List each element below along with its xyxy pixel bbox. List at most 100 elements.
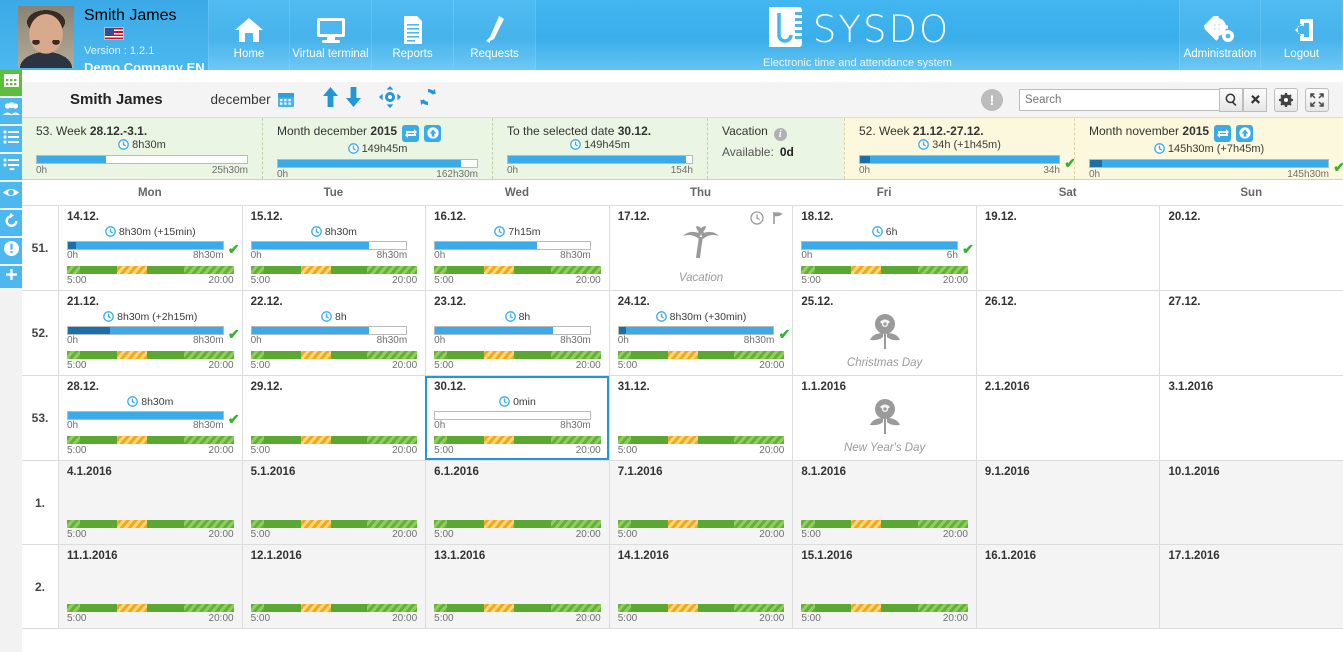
calendar-day-cell[interactable]: 17.12. Vacation bbox=[608, 206, 793, 290]
refresh-icon[interactable] bbox=[417, 86, 439, 113]
sidebar-item-calendar[interactable] bbox=[0, 70, 22, 96]
day-timeline[interactable]: 5:00 20:00 bbox=[250, 520, 418, 540]
day-timeline[interactable]: 5:00 20:00 bbox=[434, 351, 601, 371]
calendar-day-cell[interactable]: 3.1.2016 bbox=[1159, 376, 1343, 460]
day-timeline[interactable]: 5:00 20:00 bbox=[67, 266, 234, 286]
monitor-icon bbox=[315, 14, 347, 46]
day-timeline[interactable]: 5:00 20:00 bbox=[434, 436, 601, 456]
day-date: 26.12. bbox=[984, 296, 1017, 308]
swap-icon[interactable] bbox=[402, 124, 420, 142]
calendar-day-cell[interactable]: 5.1.2016 5:00 20:00 bbox=[241, 461, 426, 544]
nav-logout[interactable]: Logout bbox=[1261, 0, 1343, 70]
calendar-day-cell[interactable]: 11.1.2016 5:00 20:00 bbox=[58, 545, 242, 628]
day-timeline[interactable]: 5:00 20:00 bbox=[67, 436, 234, 456]
calendar-day-cell[interactable]: 8.1.2016 5:00 20:00 bbox=[792, 461, 976, 544]
holiday-name: New Year's Day bbox=[843, 442, 926, 454]
arrow-up-icon[interactable] bbox=[321, 86, 340, 113]
nav-home[interactable]: Home bbox=[208, 0, 290, 70]
day-timeline[interactable]: 5:00 20:00 bbox=[617, 436, 785, 456]
nav-administration[interactable]: Administration bbox=[1179, 0, 1261, 70]
panel-value: 8h30m bbox=[36, 139, 248, 153]
day-timeline[interactable]: 5:00 20:00 bbox=[434, 520, 601, 540]
day-timeline[interactable]: 5:00 20:00 bbox=[801, 266, 968, 286]
nav-virtual-terminal[interactable]: Virtual terminal bbox=[290, 0, 372, 70]
calendar-day-cell[interactable]: 19.12. bbox=[975, 206, 1160, 290]
calendar-day-cell[interactable]: 2.1.2016 bbox=[975, 376, 1160, 460]
sidebar-item-people[interactable] bbox=[0, 98, 22, 124]
search-button[interactable] bbox=[1219, 87, 1243, 112]
calendar-day-cell[interactable]: 31.12. 5:00 20:00 bbox=[608, 376, 793, 460]
calendar-day-cell[interactable]: 16.12. 7h15m 0h 8h30m 5:00 20:00 bbox=[425, 206, 609, 290]
calendar-day-cell[interactable]: 14.1.2016 5:00 20:00 bbox=[608, 545, 793, 628]
day-timeline[interactable]: 5:00 20:00 bbox=[250, 266, 418, 286]
us-flag-icon[interactable] bbox=[104, 27, 124, 41]
day-timeline[interactable]: 5:00 20:00 bbox=[434, 604, 601, 624]
day-timeline[interactable]: 5:00 20:00 bbox=[801, 604, 968, 624]
calendar-day-cell[interactable]: 22.12. 8h 0h 8h30m 5:00 20:00 bbox=[241, 291, 426, 375]
panel-title: Month november 2015 bbox=[1089, 124, 1329, 142]
calendar-day-cell[interactable]: 29.12. 5:00 20:00 bbox=[241, 376, 426, 460]
day-scale-max: 6h bbox=[946, 250, 958, 261]
day-date: 17.1.2016 bbox=[1168, 550, 1220, 562]
sidebar-item-alerts[interactable] bbox=[0, 238, 22, 264]
arrow-up-circle-icon[interactable] bbox=[424, 124, 442, 142]
calendar-day-cell[interactable]: 10.1.2016 bbox=[1159, 461, 1343, 544]
day-timeline[interactable]: 5:00 20:00 bbox=[434, 266, 601, 286]
day-timeline[interactable]: 5:00 20:00 bbox=[617, 604, 785, 624]
sidebar-item-list-view[interactable] bbox=[0, 154, 22, 180]
calendar-icon[interactable] bbox=[277, 91, 295, 108]
calendar-day-cell[interactable]: 28.12. 8h30m ✔ 0h 8h30m 5:00 20:00 bbox=[58, 376, 242, 460]
sidebar-item-add[interactable] bbox=[0, 266, 22, 288]
calendar-day-cell[interactable]: 13.1.2016 5:00 20:00 bbox=[425, 545, 609, 628]
calendar-day-cell[interactable]: 27.12. bbox=[1159, 291, 1343, 375]
calendar-day-cell[interactable]: 1.1.2016 New Year's Day bbox=[792, 376, 976, 460]
clear-search-button[interactable] bbox=[1243, 87, 1267, 112]
sidebar-item-eye[interactable] bbox=[0, 182, 22, 208]
timeline-start: 5:00 bbox=[434, 360, 454, 371]
search-input[interactable] bbox=[1019, 88, 1219, 111]
calendar-day-cell[interactable]: 24.12. 8h30m (+30min) ✔ 0h 8h30m 5:00 20:00 bbox=[608, 291, 793, 375]
sidebar-item-list[interactable] bbox=[0, 126, 22, 152]
calendar-day-cell[interactable]: 14.12. 8h30m (+15min) ✔ 0h 8h30m 5:00 20:00 bbox=[58, 206, 242, 290]
calendar-day-cell[interactable]: 7.1.2016 5:00 20:00 bbox=[608, 461, 793, 544]
people-icon bbox=[2, 101, 20, 121]
clock-icon[interactable] bbox=[750, 211, 764, 230]
crosshair-icon[interactable] bbox=[378, 86, 401, 113]
calendar-day-cell[interactable]: 25.12. Christmas Day bbox=[792, 291, 976, 375]
day-timeline[interactable]: 5:00 20:00 bbox=[617, 520, 785, 540]
warning-badge-icon[interactable]: ! bbox=[981, 88, 1003, 111]
calendar-day-cell[interactable]: 6.1.2016 5:00 20:00 bbox=[425, 461, 609, 544]
info-icon[interactable]: i bbox=[773, 128, 787, 141]
arrow-up-circle-icon[interactable] bbox=[1236, 124, 1254, 142]
day-timeline[interactable]: 5:00 20:00 bbox=[250, 604, 418, 624]
calendar-day-cell[interactable]: 16.1.2016 bbox=[975, 545, 1160, 628]
day-timeline[interactable]: 5:00 20:00 bbox=[67, 604, 234, 624]
arrow-down-icon[interactable] bbox=[344, 86, 363, 113]
swap-icon[interactable] bbox=[1214, 124, 1232, 142]
day-timeline[interactable]: 5:00 20:00 bbox=[67, 520, 234, 540]
day-timeline[interactable]: 5:00 20:00 bbox=[250, 351, 418, 371]
calendar-day-cell[interactable]: 21.12. 8h30m (+2h15m) ✔ 0h 8h30m 5:00 20:00 bbox=[58, 291, 242, 375]
settings-button[interactable] bbox=[1274, 87, 1298, 112]
calendar-day-cell[interactable]: 18.12. 6h ✔ 0h 6h 5:00 20:00 bbox=[792, 206, 976, 290]
sidebar-item-history[interactable] bbox=[0, 210, 22, 236]
calendar-day-cell[interactable]: 15.1.2016 5:00 20:00 bbox=[792, 545, 976, 628]
nav-requests[interactable]: Requests bbox=[454, 0, 536, 70]
calendar-day-cell[interactable]: 30.12. 0min 0h 8h30m 5:00 20:00 bbox=[425, 376, 609, 460]
calendar-day-cell[interactable]: 4.1.2016 5:00 20:00 bbox=[58, 461, 242, 544]
calendar-day-cell[interactable]: 26.12. bbox=[975, 291, 1160, 375]
day-timeline[interactable]: 5:00 20:00 bbox=[617, 351, 785, 371]
flag-icon[interactable] bbox=[770, 211, 784, 230]
calendar-day-cell[interactable]: 9.1.2016 bbox=[975, 461, 1160, 544]
calendar-day-cell[interactable]: 20.12. bbox=[1159, 206, 1343, 290]
day-timeline[interactable]: 5:00 20:00 bbox=[67, 351, 234, 371]
calendar-day-cell[interactable]: 23.12. 8h 0h 8h30m 5:00 20:00 bbox=[425, 291, 609, 375]
fullscreen-button[interactable] bbox=[1305, 87, 1329, 112]
day-timeline[interactable]: 5:00 20:00 bbox=[801, 520, 968, 540]
calendar-day-cell[interactable]: 17.1.2016 bbox=[1159, 545, 1343, 628]
calendar-day-cell[interactable]: 15.12. 8h30m 0h 8h30m 5:00 20:00 bbox=[241, 206, 426, 290]
day-timeline[interactable]: 5:00 20:00 bbox=[250, 436, 418, 456]
calendar-day-cell[interactable]: 12.1.2016 5:00 20:00 bbox=[241, 545, 426, 628]
nav-reports[interactable]: Reports bbox=[372, 0, 454, 70]
day-scale-max: 8h30m bbox=[560, 420, 591, 431]
